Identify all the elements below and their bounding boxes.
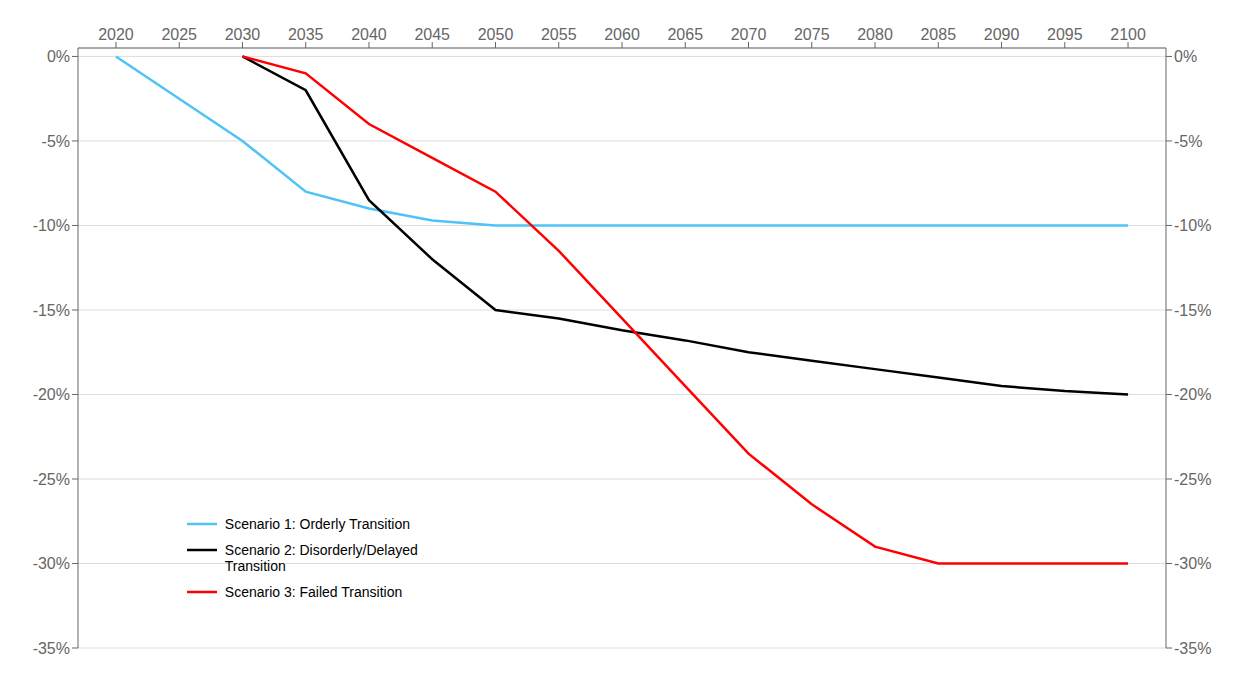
- svg-text:2100: 2100: [1110, 26, 1146, 43]
- svg-text:-20%: -20%: [33, 386, 70, 403]
- html-text:Transition: Transition: [224, 558, 286, 574]
- svg-text:2040: 2040: [351, 26, 387, 43]
- svg-text:-10%: -10%: [1174, 217, 1211, 234]
- svg-text:-35%: -35%: [1174, 640, 1211, 657]
- svg-text:-30%: -30%: [1174, 555, 1211, 572]
- svg-text:-15%: -15%: [33, 302, 70, 319]
- svg-text:-25%: -25%: [33, 471, 70, 488]
- svg-text:2090: 2090: [984, 26, 1020, 43]
- svg-text:2060: 2060: [604, 26, 640, 43]
- svg-text:-5%: -5%: [1174, 133, 1202, 150]
- svg-text:2075: 2075: [794, 26, 830, 43]
- svg-text:2020: 2020: [98, 26, 134, 43]
- svg-text:2070: 2070: [731, 26, 767, 43]
- svg-text:2050: 2050: [478, 26, 514, 43]
- svg-text:2045: 2045: [414, 26, 450, 43]
- html-text:Scenario 2: Disorderly/Delayed: Scenario 2: Disorderly/Delayed: [224, 542, 418, 558]
- html-text:Scenario 1: Orderly Transition: Scenario 1: Orderly Transition: [224, 516, 410, 532]
- svg-text:-20%: -20%: [1174, 386, 1211, 403]
- svg-text:2080: 2080: [857, 26, 893, 43]
- svg-text:2085: 2085: [920, 26, 956, 43]
- svg-text:-5%: -5%: [42, 133, 70, 150]
- svg-text:-35%: -35%: [33, 640, 70, 657]
- svg-text:-30%: -30%: [33, 555, 70, 572]
- svg-text:-10%: -10%: [33, 217, 70, 234]
- svg-text:2065: 2065: [667, 26, 703, 43]
- svg-text:-25%: -25%: [1174, 471, 1211, 488]
- svg-text:0%: 0%: [1174, 48, 1197, 65]
- svg-text:2055: 2055: [541, 26, 577, 43]
- svg-text:2030: 2030: [225, 26, 261, 43]
- svg-text:-15%: -15%: [1174, 302, 1211, 319]
- html-text:Scenario 3: Failed Transition: Scenario 3: Failed Transition: [224, 584, 403, 600]
- svg-text:2035: 2035: [288, 26, 324, 43]
- svg-text:2025: 2025: [161, 26, 197, 43]
- svg-text:0%: 0%: [47, 48, 70, 65]
- svg-text:2095: 2095: [1047, 26, 1083, 43]
